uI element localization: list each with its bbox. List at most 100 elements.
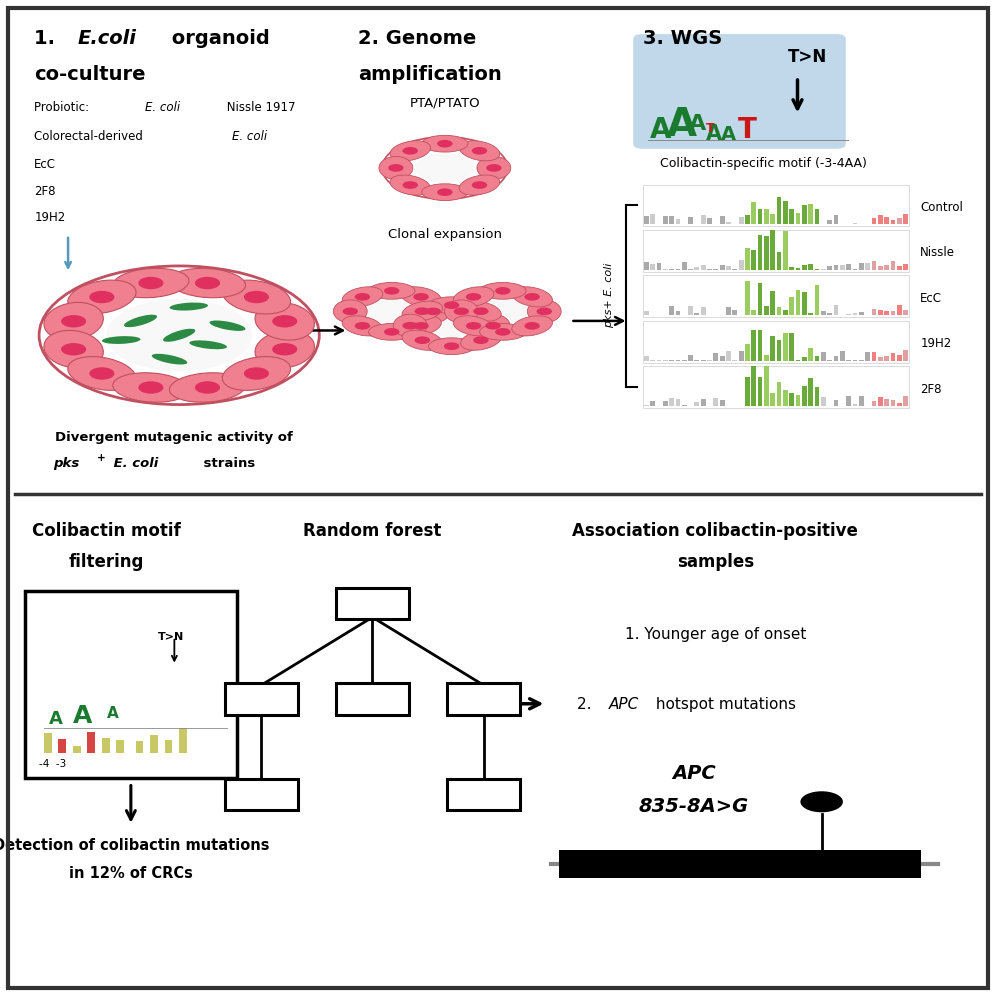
Ellipse shape	[343, 287, 382, 307]
Bar	[903, 310, 908, 315]
Bar	[877, 215, 882, 224]
Ellipse shape	[390, 175, 430, 195]
Bar	[751, 202, 756, 224]
Bar	[726, 222, 731, 224]
Circle shape	[384, 328, 399, 336]
FancyBboxPatch shape	[336, 588, 409, 620]
Bar	[796, 213, 801, 224]
Ellipse shape	[512, 287, 553, 307]
Bar	[694, 402, 699, 406]
Circle shape	[444, 343, 459, 350]
Text: Detection of colibactin mutations: Detection of colibactin mutations	[0, 838, 269, 853]
Bar	[890, 311, 895, 315]
Bar	[688, 217, 693, 224]
Bar	[828, 313, 832, 315]
Text: Colorectal-derived: Colorectal-derived	[34, 129, 146, 142]
Ellipse shape	[480, 283, 526, 299]
Bar	[802, 357, 807, 361]
Circle shape	[384, 287, 399, 295]
Circle shape	[39, 266, 320, 404]
Bar	[663, 216, 667, 224]
Bar	[777, 341, 782, 361]
FancyBboxPatch shape	[447, 683, 520, 715]
Circle shape	[195, 381, 220, 393]
Bar	[828, 266, 832, 270]
Bar	[847, 265, 851, 270]
Circle shape	[466, 293, 481, 301]
Circle shape	[355, 293, 371, 301]
Text: 835-8A>G: 835-8A>G	[639, 797, 749, 816]
Ellipse shape	[378, 156, 412, 179]
Ellipse shape	[477, 156, 511, 179]
Bar	[777, 196, 782, 224]
Circle shape	[138, 277, 163, 289]
Circle shape	[402, 181, 418, 189]
Text: pks: pks	[54, 457, 80, 470]
Text: E. coli: E. coli	[145, 101, 180, 114]
Bar	[847, 314, 851, 315]
Bar	[745, 215, 750, 224]
Bar	[877, 357, 882, 361]
Circle shape	[244, 291, 269, 303]
Circle shape	[425, 308, 441, 315]
Bar	[707, 218, 712, 224]
Bar	[802, 205, 807, 224]
Circle shape	[272, 315, 297, 328]
Ellipse shape	[416, 300, 450, 323]
Text: EcC: EcC	[34, 158, 56, 171]
Text: A: A	[667, 106, 697, 144]
Bar	[643, 321, 908, 363]
Text: E. coli: E. coli	[232, 129, 268, 142]
Bar	[88, 732, 96, 754]
Text: amplification: amplification	[358, 65, 502, 84]
Bar	[890, 353, 895, 361]
Bar	[643, 367, 908, 408]
Bar	[764, 355, 769, 361]
Bar	[790, 393, 794, 406]
Text: T>N: T>N	[788, 49, 827, 67]
Bar	[720, 215, 724, 224]
Bar	[877, 311, 882, 315]
Text: 1.: 1.	[34, 29, 62, 48]
Bar	[739, 216, 744, 224]
Bar	[872, 353, 876, 361]
Ellipse shape	[334, 300, 368, 323]
Bar	[675, 311, 680, 315]
Ellipse shape	[421, 135, 468, 152]
Bar	[643, 230, 908, 272]
Bar	[783, 231, 788, 270]
Circle shape	[426, 313, 477, 339]
Bar	[796, 395, 801, 406]
Bar	[669, 306, 674, 315]
Bar	[559, 850, 921, 878]
Bar	[840, 265, 845, 270]
Circle shape	[107, 299, 252, 372]
Text: A: A	[689, 115, 706, 134]
FancyBboxPatch shape	[336, 683, 409, 715]
Bar	[675, 219, 680, 224]
Circle shape	[402, 322, 418, 330]
Bar	[643, 184, 908, 226]
Circle shape	[272, 343, 297, 356]
Bar	[877, 266, 882, 270]
Bar	[815, 356, 820, 361]
Bar	[802, 385, 807, 406]
Circle shape	[495, 328, 511, 336]
Ellipse shape	[169, 268, 246, 298]
Ellipse shape	[512, 316, 553, 336]
Bar	[796, 290, 801, 315]
Bar	[809, 313, 813, 315]
Circle shape	[90, 368, 115, 379]
Bar	[897, 305, 901, 315]
Bar	[701, 215, 705, 224]
Circle shape	[495, 287, 511, 295]
Bar	[758, 330, 763, 361]
Circle shape	[477, 299, 528, 324]
Text: APC: APC	[610, 696, 639, 711]
FancyBboxPatch shape	[224, 683, 298, 715]
Ellipse shape	[113, 373, 189, 402]
Bar	[834, 215, 839, 224]
Text: A: A	[649, 116, 671, 144]
Bar	[828, 220, 832, 224]
Bar	[890, 220, 895, 224]
